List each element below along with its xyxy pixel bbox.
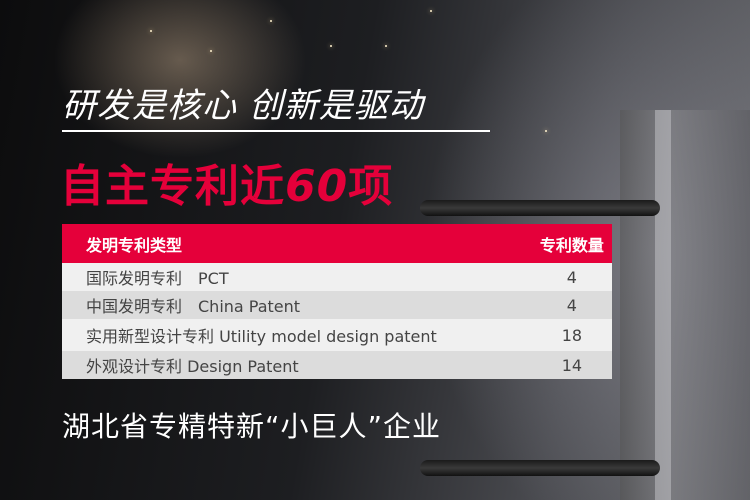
table-row: 外观设计专利 Design Patent 14 — [62, 351, 612, 379]
patent-type: 外观设计专利 Design Patent — [62, 351, 532, 379]
table-row: 国际发明专利 PCT 4 — [62, 263, 612, 291]
machinery-pole — [655, 110, 671, 500]
divider — [62, 130, 490, 132]
headline: 研发是核心 创新是驱动 — [62, 86, 424, 126]
table-header: 发明专利类型 专利数量 — [62, 224, 612, 263]
spark — [210, 50, 212, 52]
subheadline-prefix: 自主专利近 — [60, 161, 285, 212]
subheadline: 自主专利近60项 — [60, 150, 393, 214]
spark — [330, 45, 332, 47]
patent-count-cell: 18 — [531, 319, 612, 351]
patent-count-cell: 4 — [531, 263, 612, 291]
patent-table: 发明专利类型 专利数量 国际发明专利 PCT 4 中国发明专利 China Pat… — [62, 224, 612, 379]
table-row: 实用新型设计专利 Utility model design patent 18 — [62, 319, 612, 351]
table-row: 中国发明专利 China Patent 4 — [62, 291, 612, 319]
patent-count: 60 — [285, 161, 349, 212]
machinery-image — [620, 110, 750, 500]
footer-slogan: 湖北省专精特新“小巨人”企业 — [62, 410, 442, 443]
spark — [270, 20, 272, 22]
header-count: 专利数量 — [531, 224, 612, 263]
roller — [420, 200, 660, 216]
subheadline-suffix: 项 — [348, 161, 394, 212]
patent-type: 中国发明专利 China Patent — [62, 291, 532, 319]
roller — [420, 460, 660, 476]
header-type: 发明专利类型 — [62, 224, 532, 263]
patent-type: 国际发明专利 PCT — [62, 263, 532, 291]
patent-type: 实用新型设计专利 Utility model design patent — [62, 319, 532, 351]
spark — [385, 45, 387, 47]
patent-count-cell: 14 — [531, 351, 612, 379]
spark — [545, 130, 547, 132]
spark — [430, 10, 432, 12]
patent-count-cell: 4 — [531, 291, 612, 319]
spark — [150, 30, 152, 32]
